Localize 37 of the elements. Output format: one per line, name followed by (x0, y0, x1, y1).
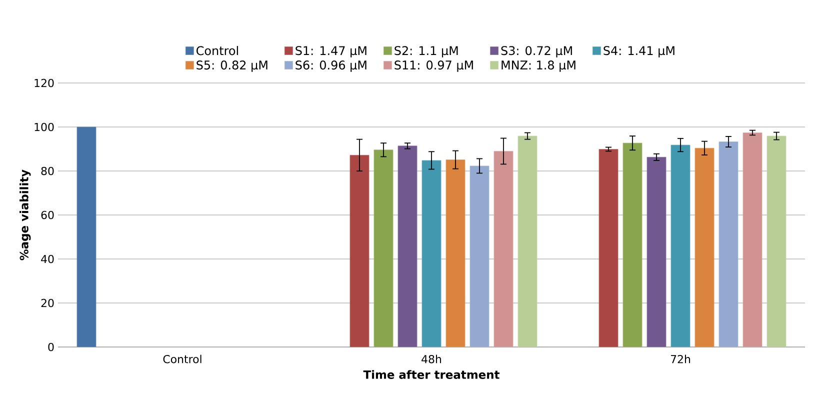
x-tick-label: 48h (422, 354, 442, 364)
bar (694, 148, 714, 347)
bar (622, 142, 642, 347)
bar (374, 150, 394, 347)
legend-label: S2: 1.1 μM (394, 46, 458, 58)
x-tick-label: 72h (670, 354, 690, 364)
legend-label: S4: 1.41 μM (604, 46, 674, 58)
bar (422, 160, 442, 347)
bar (494, 151, 514, 347)
bar (350, 154, 370, 347)
bar (670, 144, 690, 347)
legend-label: S6: 0.96 μM (296, 60, 366, 72)
x-axis-title: Time after treatment (363, 370, 500, 379)
bar (646, 156, 666, 347)
y-tick-label: 120 (34, 78, 54, 88)
bar (766, 136, 786, 347)
bar (398, 146, 418, 347)
y-axis-title: %age viability (20, 170, 31, 260)
bar (742, 132, 762, 347)
bar (446, 160, 466, 347)
legend-label: S11: 0.97 μM (394, 60, 473, 72)
bar (718, 142, 738, 347)
x-tick-label: Control (163, 354, 202, 364)
y-tick-label: 60 (41, 210, 54, 220)
legend-label: MNZ: 1.8 μM (502, 60, 576, 72)
legend-label: S1: 1.47 μM (296, 46, 366, 58)
y-tick-label: 40 (41, 254, 54, 264)
y-tick-label: 80 (41, 166, 54, 176)
y-tick-label: 100 (34, 122, 54, 132)
bar (598, 149, 618, 347)
bar (518, 136, 538, 347)
bar (470, 166, 490, 347)
legend-label: Control (196, 46, 238, 56)
y-tick-label: 20 (41, 298, 54, 308)
legend-label: S5: 0.82 μM (196, 60, 268, 72)
y-tick-label: 0 (48, 342, 54, 352)
legend-label: S3: 0.72 μM (501, 46, 572, 58)
